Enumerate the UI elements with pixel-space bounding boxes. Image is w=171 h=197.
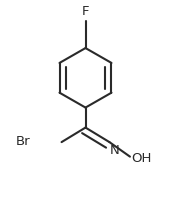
Text: N: N <box>110 144 120 157</box>
Text: F: F <box>82 6 89 19</box>
Text: OH: OH <box>132 152 152 165</box>
Text: Br: Br <box>15 135 30 148</box>
